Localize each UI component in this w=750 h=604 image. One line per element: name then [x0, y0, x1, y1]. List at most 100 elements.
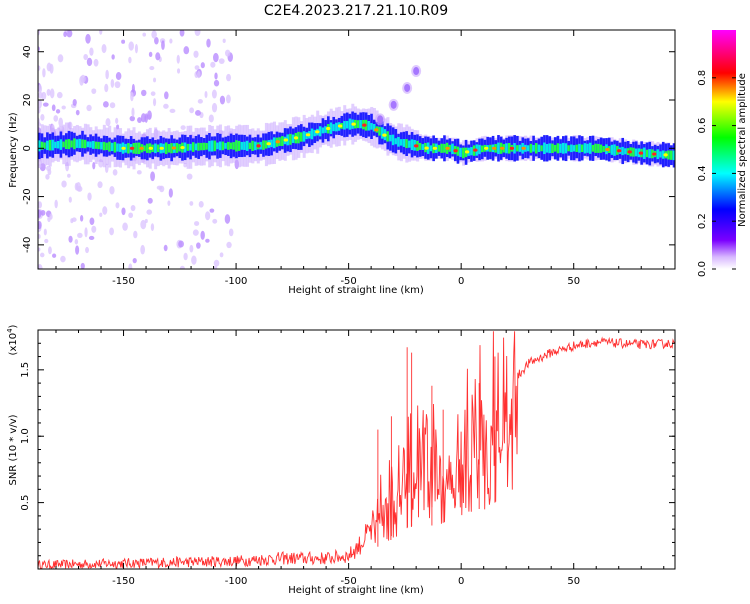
band-peak: [65, 139, 68, 150]
spectrogram-x-tick-label: 50: [567, 276, 580, 287]
band-peak: [75, 139, 79, 148]
noise-blob: [197, 99, 203, 104]
noise-blob: [144, 113, 148, 123]
noise-blob: [169, 38, 173, 44]
band-peak: [583, 143, 587, 154]
band-peak: [497, 142, 500, 154]
peak-dot: [652, 152, 657, 156]
noise-blob: [186, 173, 193, 180]
noise-blob: [142, 32, 147, 37]
noise-blob: [164, 91, 169, 100]
noise-blob: [61, 180, 67, 188]
spectrogram-frame: [37, 29, 676, 270]
noise-blob: [212, 218, 218, 224]
noise-blob: [38, 121, 42, 127]
snr-x-label: Height of straight line (km): [288, 585, 424, 596]
noise-blob: [134, 43, 138, 54]
band-peak: [102, 141, 106, 151]
band-peak: [224, 142, 227, 149]
band-peak: [602, 146, 605, 152]
noise-blob: [149, 66, 155, 71]
band-peak: [410, 139, 414, 151]
peak-dot: [129, 146, 135, 150]
band-peak: [194, 143, 198, 151]
colorbar-tick-label: 0.8: [697, 70, 708, 86]
band-peak: [178, 144, 181, 152]
band-peak: [672, 150, 675, 161]
noise-blob: [189, 107, 195, 114]
noise-blob: [38, 106, 41, 114]
noise-blob: [116, 124, 120, 130]
band-peak: [110, 142, 114, 152]
band-peak: [397, 136, 400, 147]
band-peak: [659, 151, 662, 158]
band-peak: [51, 139, 54, 151]
band-peak: [86, 141, 90, 148]
snr-y-label: SNR (10 * v/v): [8, 414, 19, 485]
band-peak: [367, 121, 370, 131]
noise-blob: [40, 114, 45, 121]
band-peak: [205, 142, 208, 150]
noise-blob: [38, 65, 41, 71]
noise-blob: [205, 238, 210, 243]
peak-dot: [337, 124, 343, 128]
band-peak: [213, 140, 216, 152]
spectrogram-x-tick-label: -100: [225, 276, 248, 287]
noise-blob: [192, 229, 199, 236]
noise-blob: [194, 65, 200, 70]
band-peak: [594, 143, 597, 153]
noise-blob: [219, 95, 226, 105]
band-peak: [313, 129, 316, 137]
band-peak: [559, 143, 562, 153]
noise-blob: [105, 69, 109, 80]
band-peak: [529, 143, 532, 153]
band-peak: [459, 147, 462, 157]
band-peak: [164, 142, 168, 155]
peak-dot: [256, 144, 261, 148]
band-peak: [478, 144, 481, 155]
noise-blob: [85, 246, 89, 254]
noise-blob: [68, 196, 72, 203]
noise-blob: [154, 36, 159, 45]
noise-blob: [128, 263, 133, 269]
noise-blob: [218, 58, 225, 64]
peak-dot: [275, 140, 280, 144]
noise-blob: [84, 227, 88, 238]
noise-blob: [194, 30, 201, 37]
band-peak: [70, 140, 73, 148]
noise-blob: [38, 247, 41, 252]
peak-dot: [305, 133, 311, 137]
noise-blob: [102, 101, 109, 108]
peak-dot: [424, 146, 429, 150]
band-peak: [119, 143, 122, 152]
noise-blob: [213, 52, 219, 63]
band-peak: [210, 140, 214, 152]
band-peak: [272, 137, 276, 149]
noise-blob: [131, 83, 135, 93]
band-peak: [97, 141, 100, 150]
band-peak: [621, 146, 624, 156]
noise-blob: [150, 171, 156, 182]
band-peak: [597, 143, 600, 153]
noise-blob: [128, 41, 134, 51]
peak-dot: [491, 146, 497, 150]
noise-blob: [49, 88, 55, 99]
band-peak: [56, 141, 60, 149]
noise-blob: [156, 185, 163, 190]
noise-blob: [206, 38, 211, 48]
noise-blob: [109, 102, 116, 109]
band-peak: [202, 142, 206, 151]
band-peak: [553, 144, 557, 152]
band-peak: [262, 140, 265, 150]
noise-blob: [222, 38, 226, 44]
noise-blob: [226, 241, 232, 249]
noise-blob: [38, 209, 42, 218]
band-peak: [216, 142, 219, 150]
colorbar-tick-label: 0.2: [697, 213, 708, 229]
noise-blob: [130, 204, 136, 212]
band-peak: [532, 144, 535, 152]
band-peak: [100, 142, 103, 150]
peak-dot: [464, 150, 470, 154]
noise-blob: [38, 220, 42, 230]
noise-blob: [83, 53, 89, 61]
